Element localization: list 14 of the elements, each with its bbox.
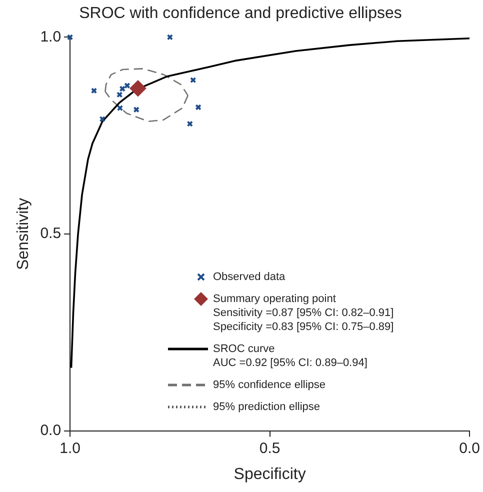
y-tick-label: 0.5	[40, 225, 62, 242]
legend-label: Summary operating point Sensitivity =0.87 [95% CI: 0.82–0.91] Specificity =0.83 [95% CI: 0.75–0.89]	[213, 292, 394, 334]
y-tick-label: 0.0	[40, 422, 62, 439]
x-tick-label: 0.0	[459, 440, 480, 457]
legend-label: 95% confidence ellipse	[213, 378, 326, 392]
x-axis-title: Specificity	[234, 466, 306, 483]
y-axis-title: Sensitivity	[15, 198, 32, 270]
x-tick-label: 0.5	[259, 440, 280, 457]
x-tick-label: 1.0	[60, 440, 80, 457]
legend-label: SROC curve AUC =0.92 [95% CI: 0.89–0.94]	[213, 342, 368, 370]
y-tick-label: 1.0	[40, 28, 62, 46]
legend-label: Observed data	[213, 270, 286, 284]
legend-label: 95% prediction ellipse	[213, 400, 320, 414]
chart-title: SROC with confidence and predictive ellipses	[79, 5, 402, 22]
